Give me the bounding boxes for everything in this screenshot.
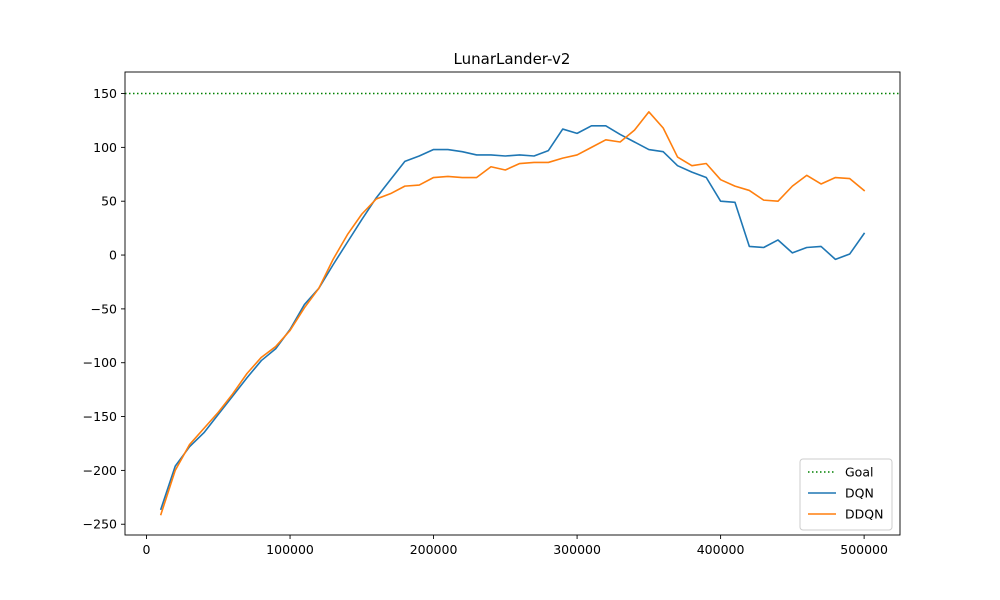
y-tick-label: −100: [83, 355, 117, 370]
y-tick-label: −200: [83, 463, 117, 478]
legend-label-goal: Goal: [845, 465, 873, 480]
legend-label-dqn: DQN: [845, 486, 874, 501]
y-tick-label: 50: [101, 194, 117, 209]
x-tick-label: 400000: [697, 542, 745, 557]
y-tick-label: −50: [91, 301, 117, 316]
chart-title: LunarLander-v2: [454, 50, 571, 68]
y-tick-label: 100: [93, 140, 117, 155]
x-tick-label: 0: [143, 542, 151, 557]
legend-label-ddqn: DDQN: [845, 507, 883, 522]
y-tick-label: 0: [109, 248, 117, 263]
x-tick-label: 500000: [840, 542, 888, 557]
legend: Goal DQN DDQN: [799, 458, 893, 531]
x-tick-label: 300000: [553, 542, 601, 557]
legend-box: [799, 458, 893, 531]
plot-area: [125, 92, 900, 516]
axes-frame: [124, 71, 901, 536]
y-tick-label: 150: [93, 86, 117, 101]
x-tick-label: 100000: [266, 542, 314, 557]
axes: 0 100000 200000 300000 400000 500000 150 100 50 0…: [83, 71, 901, 557]
series-line-dqn: [159, 125, 866, 511]
y-tick-label: −250: [83, 517, 117, 532]
y-tick-label: −150: [83, 409, 117, 424]
series-line-ddqn: [159, 111, 866, 516]
x-tick-label: 200000: [410, 542, 458, 557]
